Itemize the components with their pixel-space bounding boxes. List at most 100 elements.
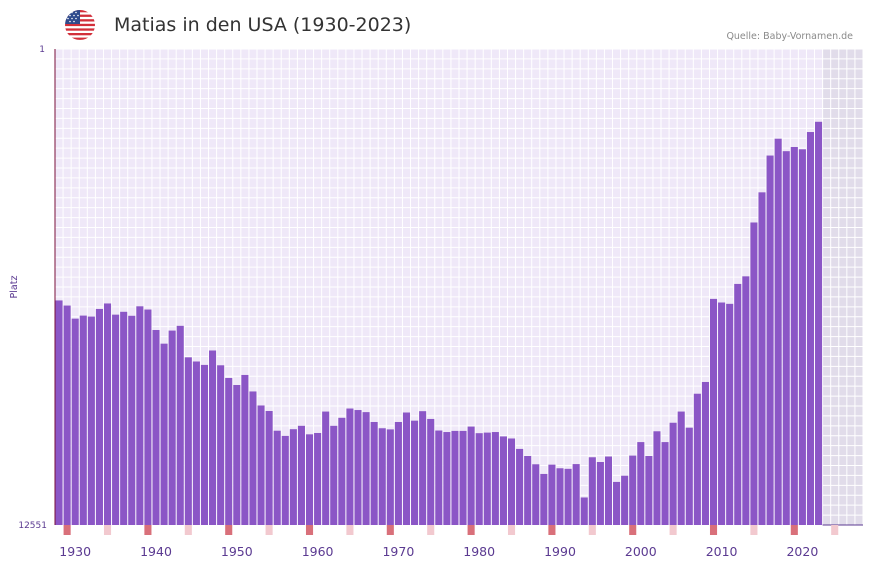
axis-labels: 1930 1940 1950 1960 1970 1980 1990 2000 2010 2020… bbox=[9, 45, 818, 559]
bar-1949 bbox=[225, 377, 233, 525]
bar-2005 bbox=[677, 411, 685, 525]
bar-2009 bbox=[709, 298, 718, 525]
grid-lines bbox=[54, 48, 864, 526]
bar-1942 bbox=[168, 330, 176, 525]
axes bbox=[54, 49, 863, 535]
source-label: Quelle: Baby-Vornamen.de bbox=[726, 31, 853, 42]
bar-2019 bbox=[790, 147, 798, 525]
bar-1988 bbox=[540, 473, 548, 525]
bar-1961 bbox=[322, 411, 330, 525]
bar-1958 bbox=[297, 425, 305, 525]
bar-1960 bbox=[314, 432, 322, 525]
bar-1978 bbox=[459, 430, 467, 525]
bar-1945 bbox=[192, 361, 200, 525]
bar-2012 bbox=[734, 283, 742, 525]
bar-1948 bbox=[217, 365, 225, 525]
bar-1982 bbox=[491, 432, 499, 525]
bar-1930 bbox=[71, 318, 79, 525]
bar-1990 bbox=[556, 468, 564, 525]
bar-1950 bbox=[233, 385, 241, 525]
bar-2003 bbox=[661, 442, 669, 525]
bar-1989 bbox=[548, 464, 556, 525]
bar-2002 bbox=[653, 431, 661, 525]
bar-1979 bbox=[467, 426, 475, 525]
bar-1981 bbox=[483, 432, 491, 525]
x-tick-marker bbox=[548, 525, 556, 535]
x-tick-label: 1990 bbox=[544, 544, 576, 559]
x-tick-label: 1940 bbox=[140, 544, 172, 559]
x-tick-marker bbox=[629, 525, 637, 535]
x-tick-marker-minor bbox=[507, 525, 516, 535]
bar-1944 bbox=[184, 357, 192, 525]
bar-1972 bbox=[411, 420, 419, 525]
x-tick-label: 1950 bbox=[221, 544, 253, 559]
bar-1976 bbox=[443, 432, 451, 525]
bar-1971 bbox=[402, 412, 411, 525]
bar-1955 bbox=[273, 430, 281, 525]
x-tick-marker-minor bbox=[184, 525, 192, 535]
bar-1996 bbox=[604, 456, 613, 525]
x-tick-marker bbox=[467, 525, 475, 535]
x-tick-label: 2000 bbox=[625, 544, 657, 559]
x-tick-marker-minor bbox=[588, 525, 596, 535]
bar-1935 bbox=[112, 314, 120, 525]
bar-2011 bbox=[726, 303, 734, 525]
bar-2008 bbox=[701, 381, 709, 525]
bar-1987 bbox=[532, 464, 540, 525]
bar-1980 bbox=[475, 433, 483, 525]
bar-1932 bbox=[87, 316, 95, 525]
x-tick-marker bbox=[144, 525, 152, 535]
bar-1968 bbox=[378, 428, 386, 525]
bar-1939 bbox=[144, 309, 152, 525]
x-tick-label: 1960 bbox=[302, 544, 334, 559]
bar-1983 bbox=[499, 436, 507, 525]
bar-1929 bbox=[63, 305, 71, 525]
bar-1952 bbox=[249, 391, 257, 525]
x-tick-marker bbox=[63, 525, 71, 535]
x-tick-marker-minor bbox=[103, 525, 112, 535]
bar-1956 bbox=[281, 435, 289, 525]
bar-1966 bbox=[362, 412, 370, 525]
chart-title: Matias in den USA (1930-2023) bbox=[114, 14, 412, 36]
bar-1970 bbox=[394, 421, 402, 525]
bar-1969 bbox=[386, 429, 394, 525]
bar-1933 bbox=[95, 308, 103, 525]
bar-1936 bbox=[120, 311, 128, 525]
x-tick-marker bbox=[386, 525, 394, 535]
bar-2015 bbox=[758, 192, 766, 525]
x-tick-label: 1930 bbox=[59, 544, 91, 559]
x-tick-marker bbox=[225, 525, 233, 535]
bars bbox=[55, 121, 823, 525]
bar-2018 bbox=[782, 151, 790, 525]
bar-2022 bbox=[815, 121, 823, 525]
bar-1937 bbox=[128, 315, 136, 525]
bar-1954 bbox=[265, 410, 273, 525]
bar-2017 bbox=[774, 138, 782, 525]
bar-1991 bbox=[564, 468, 572, 525]
bar-1986 bbox=[524, 455, 532, 525]
bar-1928 bbox=[55, 300, 63, 525]
x-tick-marker-minor bbox=[669, 525, 677, 535]
bar-1967 bbox=[370, 421, 378, 525]
x-tick-marker-minor bbox=[265, 525, 273, 535]
bar-1975 bbox=[435, 430, 443, 525]
bar-1947 bbox=[209, 350, 217, 525]
x-tick-label: 1970 bbox=[382, 544, 414, 559]
bar-2020 bbox=[798, 149, 806, 525]
bar-1931 bbox=[79, 315, 87, 525]
bar-1974 bbox=[427, 418, 435, 525]
bar-1962 bbox=[330, 425, 338, 525]
bar-1993 bbox=[580, 497, 588, 525]
bar-1957 bbox=[289, 429, 297, 525]
x-tick-marker-minor bbox=[831, 525, 839, 535]
bar-1963 bbox=[338, 417, 346, 525]
bar-1946 bbox=[200, 364, 209, 525]
bar-1985 bbox=[516, 448, 524, 525]
bar-1977 bbox=[451, 430, 459, 525]
bar-1934 bbox=[103, 303, 112, 525]
y-tick-label-top: 1 bbox=[39, 45, 45, 55]
x-tick-marker-minor bbox=[427, 525, 435, 535]
x-tick-marker-minor bbox=[750, 525, 758, 535]
bar-2016 bbox=[766, 155, 774, 525]
bar-1941 bbox=[160, 343, 168, 525]
